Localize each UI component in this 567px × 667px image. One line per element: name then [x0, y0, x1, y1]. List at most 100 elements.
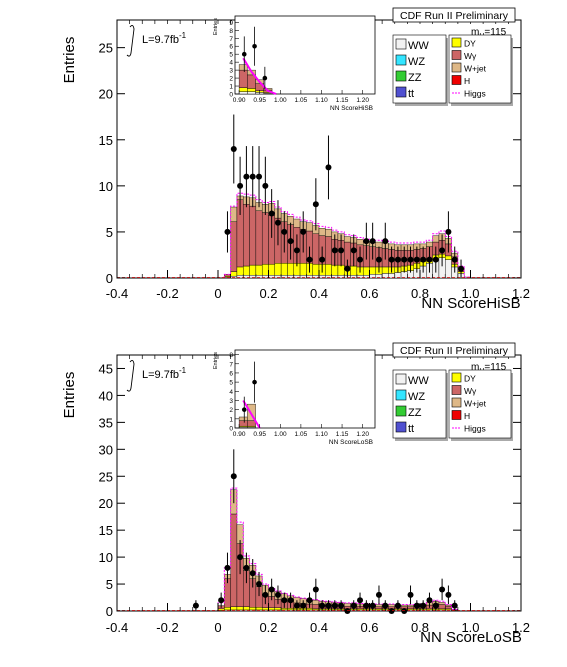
data-point [338, 247, 345, 254]
data-point [432, 602, 439, 609]
y-tick-label: 15 [99, 523, 113, 538]
inset-y-tick-label: 6 [229, 44, 233, 51]
data-point [249, 173, 256, 180]
stack-bar-DY [249, 264, 257, 276]
data-point [394, 256, 401, 263]
data-point [281, 228, 288, 235]
data-point [445, 591, 452, 598]
inset-bar-WW [247, 91, 256, 95]
stack-bar-W [312, 604, 320, 610]
legend-label-DY: DY [464, 39, 476, 49]
y-tick-label: 20 [99, 87, 113, 102]
inset-y-tick-label: 0 [229, 426, 233, 433]
data-point [249, 570, 256, 577]
data-point [287, 238, 294, 245]
inset-higgs-line [242, 399, 261, 429]
data-point [401, 256, 408, 263]
data-point [344, 265, 351, 272]
stack-bar-DY [299, 263, 307, 276]
data-point [262, 591, 269, 598]
inset-higgs-line [242, 57, 277, 95]
data-point [451, 602, 458, 609]
data-point [375, 256, 382, 263]
stack-bar-Wjet [312, 600, 320, 605]
data-point [458, 265, 465, 272]
legend-label-H: H [464, 76, 470, 86]
plot-title: CDF Run II Preliminary [400, 10, 509, 22]
inset-y-tick-label: 5 [229, 380, 233, 387]
inset-y-tick-label: 2 [229, 407, 233, 414]
stack-bar-DY [236, 266, 244, 276]
legend-label-Wg: Wγ [464, 386, 477, 396]
y-tick-label: 40 [99, 388, 113, 403]
data-point [192, 602, 199, 609]
data-point [420, 256, 427, 263]
stack-bar-DY [230, 606, 238, 611]
legend-swatch-Wg [451, 385, 462, 395]
stack-bar-DY [381, 266, 389, 274]
inset-y-tick-label: 4 [229, 389, 233, 396]
data-point [357, 597, 364, 604]
stack-bar-W [325, 236, 332, 265]
stack-bar-W [261, 212, 269, 265]
stack-bar-W [445, 605, 452, 610]
x-tick-label: 0.8 [411, 286, 429, 301]
stack-bar-DY [287, 608, 294, 611]
data-point [388, 608, 395, 614]
inset-bar-Wjet [238, 416, 248, 421]
data-point [243, 564, 250, 571]
panel-losb: -0.4 -0.2 0 0.2 0.4 0.6 0.8 1.0 1.20510152025303… [61, 342, 530, 646]
inset-frame [234, 15, 376, 95]
legend-swatch-WW [395, 373, 407, 385]
data-point [218, 597, 225, 604]
data-point [420, 602, 427, 609]
legend-swatch-WW [395, 38, 407, 50]
stack-bar-DY [274, 263, 282, 276]
stack-bar-Wjet [375, 604, 383, 607]
x-tick-label: 0 [214, 286, 221, 301]
integral-sign [126, 24, 135, 57]
data-point [274, 219, 281, 226]
inset-y-tick-label: 0 [229, 92, 233, 99]
y-tick-label: 0 [106, 604, 113, 619]
stack-bar-DY [306, 608, 313, 611]
legend-swatch-DY [451, 37, 462, 48]
y-tick-label: 15 [99, 133, 113, 148]
inset-bar-DY [238, 87, 248, 92]
stack-bar-DY [243, 606, 250, 611]
data-point [401, 608, 408, 614]
y-tick-label: 10 [99, 179, 113, 194]
y-tick-label: 10 [99, 550, 113, 565]
inset-bar-W [247, 420, 256, 427]
stack-bar-DY [230, 271, 238, 277]
legend-swatch-H [451, 75, 462, 85]
x-tick-label: 0.8 [411, 620, 429, 635]
inset-data-point [252, 43, 257, 49]
stack-bar-DY [280, 608, 288, 611]
data-point [432, 256, 439, 263]
legend-label-Wjet: W+jet [464, 399, 487, 409]
inset-bar-Wjet [238, 64, 248, 71]
stack-bar-DY [268, 263, 276, 276]
legend-label-Higgs: Higgs [464, 89, 486, 99]
stack-bar-Wjet [306, 222, 313, 232]
stack-bar-Wjet [356, 239, 364, 246]
x-axis-title: NN ScoreHiSB [421, 295, 520, 312]
data-point [300, 602, 307, 609]
stack-bar-W [375, 606, 383, 610]
data-point [237, 554, 244, 561]
inset-x-tick-label: 1.15 [336, 97, 349, 104]
data-point [388, 256, 395, 263]
data-point [293, 247, 300, 254]
legend-label-Wjet: W+jet [464, 64, 487, 74]
stack-bar-W [230, 513, 238, 607]
legend-swatch-tt [395, 86, 407, 98]
panel-hisb: -0.4 -0.2 0 0.2 0.4 0.6 0.8 1.0 1.20510152025NN … [61, 7, 530, 312]
stack-bar-DY [445, 255, 452, 260]
legend-label-Wg: Wγ [464, 51, 477, 61]
y-tick-label: 5 [106, 225, 113, 240]
inset-y-tick-label: 5 [229, 52, 233, 59]
x-axis-title: NN ScoreLoSB [420, 629, 522, 646]
y-tick-label: 35 [99, 415, 113, 430]
stack-bar-WW [445, 259, 452, 279]
